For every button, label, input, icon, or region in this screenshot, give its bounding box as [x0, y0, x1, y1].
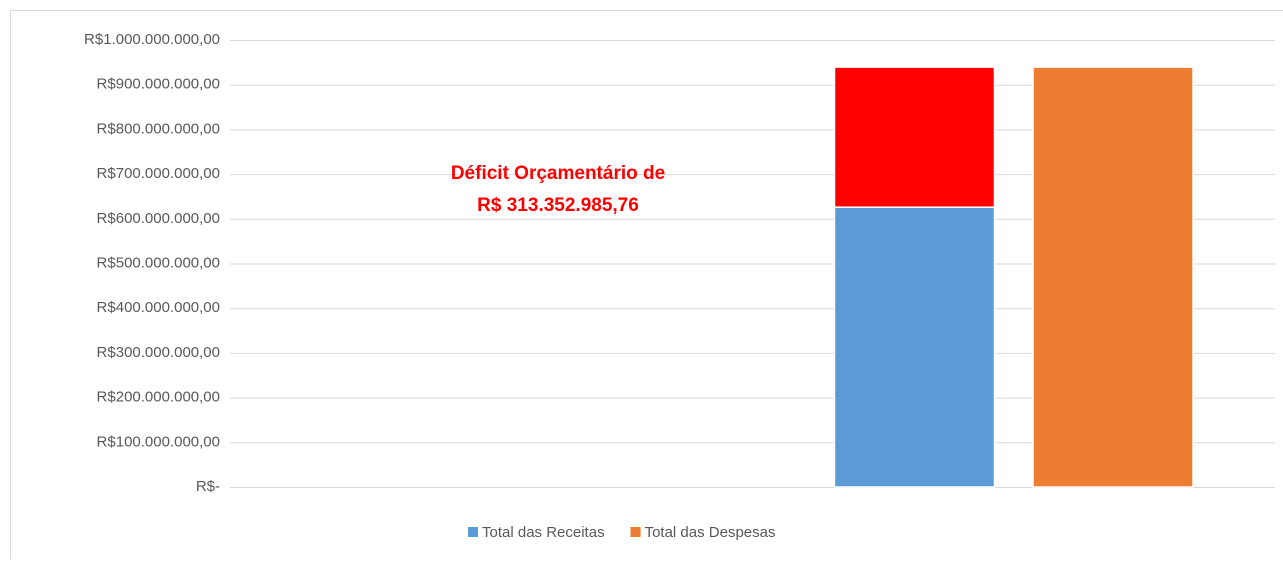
- legend-swatch: [631, 527, 641, 537]
- bar: [834, 207, 994, 487]
- annotation: Déficit Orçamentário de: [451, 163, 665, 184]
- legend-label: Total das Receitas: [482, 524, 605, 541]
- y-tick-label: R$-: [196, 478, 220, 495]
- y-tick-label: R$100.000.000,00: [97, 433, 220, 450]
- y-tick-label: R$700.000.000,00: [97, 165, 220, 182]
- y-tick-label: R$900.000.000,00: [97, 76, 220, 93]
- bar: [1033, 67, 1193, 487]
- y-tick-label: R$400.000.000,00: [97, 299, 220, 316]
- bar: [834, 67, 994, 207]
- annotation: R$ 313.352.985,76: [477, 195, 639, 216]
- legend-swatch: [468, 527, 478, 537]
- y-tick-label: R$600.000.000,00: [97, 210, 220, 227]
- y-tick-label: R$200.000.000,00: [97, 389, 220, 406]
- y-tick-label: R$800.000.000,00: [97, 120, 220, 137]
- legend-label: Total das Despesas: [645, 524, 776, 541]
- y-tick-label: R$1.000.000.000,00: [84, 31, 220, 48]
- y-tick-label: R$500.000.000,00: [97, 254, 220, 271]
- y-tick-label: R$300.000.000,00: [97, 344, 220, 361]
